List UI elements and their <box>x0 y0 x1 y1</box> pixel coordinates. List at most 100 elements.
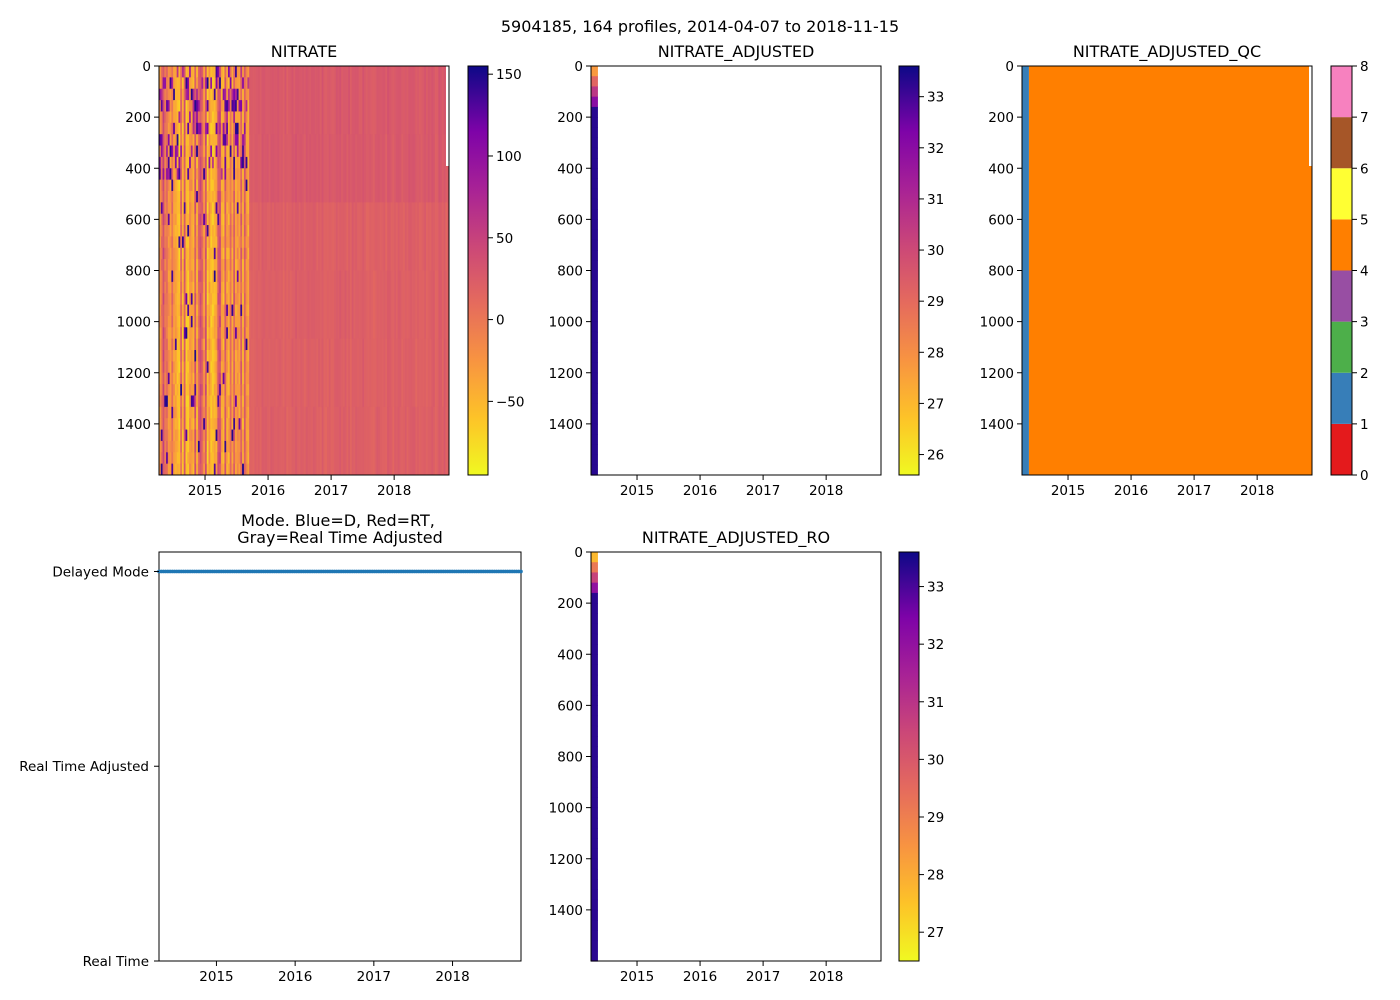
heatmap-cell <box>174 293 178 306</box>
heatmap-cell <box>187 452 190 465</box>
heatmap-cell <box>591 311 598 323</box>
heatmap-cell <box>196 259 199 272</box>
heatmap-cell <box>167 418 171 431</box>
heatmap-cell <box>335 270 339 340</box>
heatmap-cell <box>390 134 394 203</box>
heatmap-cell <box>436 66 439 135</box>
colorbar-tick-label: 30 <box>927 243 944 259</box>
heatmap-cell <box>410 338 413 408</box>
heatmap-cell <box>174 463 178 475</box>
heatmap-cell <box>185 134 188 147</box>
heatmap-cell <box>235 315 238 328</box>
heatmap-cell <box>220 418 224 431</box>
heatmap-cell <box>236 202 240 215</box>
heatmap-cell <box>190 236 194 249</box>
heatmap-cell <box>171 384 174 397</box>
heatmap-cell <box>355 406 358 475</box>
heatmap-cell <box>240 179 243 192</box>
heatmap-cell <box>247 372 250 385</box>
heatmap-cell <box>243 247 247 260</box>
y-tick-label: 1200 <box>117 366 151 382</box>
heatmap-cell <box>203 111 206 124</box>
heatmap-cell <box>194 395 197 408</box>
heatmap-cell <box>215 293 218 306</box>
heatmap-cell <box>192 111 195 124</box>
heatmap-cell <box>240 168 243 181</box>
heatmap-cell <box>192 395 195 408</box>
heatmap-cell <box>224 304 227 317</box>
heatmap-cell <box>208 100 211 113</box>
heatmap-cell <box>319 406 323 475</box>
heatmap-cell <box>187 361 190 374</box>
colorbar-tick-label: 1 <box>1360 417 1369 433</box>
panel-nitrate-adjusted-qc: NITRATE_ADJUSTED_QC 02004006008001000120… <box>980 42 1369 499</box>
heatmap-cell <box>212 225 215 238</box>
heatmap-cell <box>162 384 165 397</box>
heatmap-cell <box>206 213 210 226</box>
heatmap-cell <box>164 202 167 215</box>
heatmap-cell <box>369 134 372 203</box>
heatmap-cell <box>242 372 245 385</box>
heatmap-cell <box>240 315 243 328</box>
heatmap-cell <box>190 315 194 328</box>
heatmap-cell <box>319 202 323 272</box>
heatmap-cell <box>591 423 598 435</box>
heatmap-cell <box>245 259 249 272</box>
heatmap-cell <box>160 395 164 408</box>
heatmap-cell <box>176 361 180 374</box>
heatmap-cell <box>171 463 174 475</box>
heatmap-cell <box>176 406 180 419</box>
panel-nitrate-adjusted-ro: NITRATE_ADJUSTED_RO 02004006008001000120… <box>549 528 945 985</box>
heatmap-cell <box>220 406 224 419</box>
heatmap-cell <box>187 111 190 124</box>
heatmap-cell <box>247 134 250 147</box>
heatmap-cell <box>196 270 199 283</box>
heatmap-cell <box>247 88 250 101</box>
heatmap-cell <box>293 406 296 475</box>
heatmap-cell <box>229 395 233 408</box>
heatmap-cell <box>371 66 374 135</box>
heatmap-cell <box>204 384 208 397</box>
heatmap-cell <box>335 202 339 272</box>
heatmap-cell <box>415 338 418 408</box>
heatmap-cell <box>233 213 236 226</box>
mode-title-line-1: Mode. Blue=D, Red=RT, <box>241 511 435 530</box>
heatmap-cell <box>371 202 374 272</box>
heatmap-cell <box>190 452 194 465</box>
heatmap-cell <box>210 145 213 158</box>
heatmap-cell <box>226 270 229 283</box>
heatmap-cell <box>178 111 181 124</box>
heatmap-cell <box>190 440 194 453</box>
heatmap-cell <box>591 664 598 676</box>
heatmap-cell <box>369 270 372 340</box>
heatmap-cell <box>215 384 218 397</box>
heatmap-cell <box>268 406 272 475</box>
heatmap-cell <box>410 66 413 135</box>
heatmap-cell <box>591 940 598 952</box>
heatmap-cell <box>339 66 342 135</box>
heatmap-cell <box>227 190 231 203</box>
heatmap-cell <box>316 270 319 340</box>
heatmap-cell <box>222 384 226 397</box>
heatmap-cell <box>298 406 302 475</box>
heatmap-cell <box>180 145 183 158</box>
heatmap-cell <box>222 236 226 249</box>
colorbar-tick-label: 0 <box>1360 468 1369 484</box>
heatmap-cell <box>215 406 218 419</box>
heatmap-cell <box>180 293 183 306</box>
heatmap-cell <box>243 452 247 465</box>
heatmap-cell <box>176 315 180 328</box>
heatmap-cell <box>181 122 185 135</box>
heatmap-cell <box>242 236 245 249</box>
heatmap-cell <box>159 179 162 192</box>
heatmap-cell <box>235 429 238 442</box>
heatmap-cell <box>222 100 226 113</box>
heatmap-cell <box>203 122 206 135</box>
heatmap-cell <box>183 350 187 362</box>
heatmap-cell <box>159 452 162 465</box>
heatmap-cell <box>438 202 441 272</box>
heatmap-cell <box>220 338 224 351</box>
heatmap-cell <box>337 406 340 475</box>
heatmap-cell <box>185 418 188 431</box>
